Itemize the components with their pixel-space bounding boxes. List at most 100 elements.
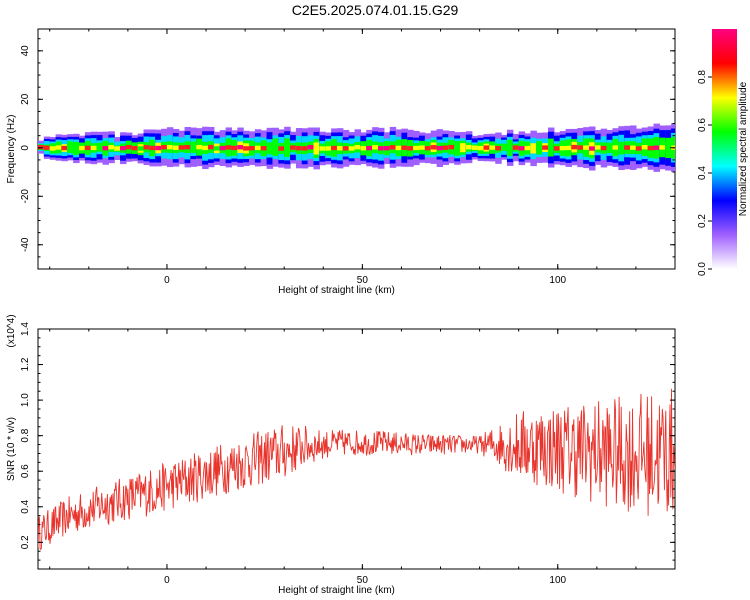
spectrogram-core-cell — [389, 145, 397, 150]
spectrogram-core-cell — [38, 144, 45, 150]
spectrogram-core-cell — [471, 145, 479, 150]
colorbar-ticks: 0.0 0.2 0.4 0.6 0.8 — [697, 70, 712, 276]
y-tick-label: 20 — [20, 93, 31, 105]
snr-x-axis-label: Height of straight line (km) — [278, 585, 395, 596]
spectrogram-core-cell — [73, 146, 80, 151]
spectrogram-core-cell — [43, 145, 51, 150]
spectrogram-core-cell — [653, 145, 660, 150]
colorbar-scale — [712, 29, 737, 269]
spectrogram-core-cell — [465, 144, 473, 150]
x-tick-label: 100 — [549, 575, 566, 586]
spectrogram-core-cell — [489, 145, 496, 150]
spectrogram-core-cell — [647, 145, 655, 151]
spectrogram-core-cell — [606, 145, 614, 151]
spectrogram-core-cell — [301, 146, 309, 151]
colorbar: 0.0 0.2 0.4 0.6 0.8 Normalized spectral ampl… — [697, 29, 749, 276]
spectrogram-core-cell — [225, 145, 233, 150]
colorbar-tick-label: 0.2 — [697, 214, 708, 228]
y-tick-label: 1.0 — [20, 393, 31, 407]
spectrogram-core-cell — [659, 145, 666, 150]
spectrogram-core-cell — [536, 145, 543, 151]
spectrogram-core-cell — [49, 146, 57, 151]
spectrogram-core-cell — [213, 146, 221, 151]
spectrogram-core-cell — [96, 145, 104, 150]
spectrogram-core-cell — [266, 146, 274, 151]
spectrogram-core-cell — [530, 146, 537, 151]
spectrogram-core-cell — [55, 145, 63, 150]
spectrogram-core-cell — [202, 145, 209, 151]
spectrogram-core-cell — [278, 146, 285, 151]
y-tick-label: 0.2 — [20, 535, 31, 549]
spectrogram-core-cell — [231, 145, 238, 151]
spectrogram-core-cell — [641, 144, 649, 150]
spectrogram-core-cell — [172, 145, 180, 150]
colorbar-tick-label: 0.4 — [697, 166, 708, 180]
spectrogram-core-cell — [577, 145, 584, 150]
spectrogram-core-cell — [290, 145, 297, 150]
y-tick-label: 0 — [20, 145, 31, 151]
spectrogram-core-cell — [125, 144, 133, 150]
spectrogram-core-cell — [407, 146, 414, 151]
spectrogram-core-cell — [319, 146, 326, 151]
spectrogram-core-cell — [155, 145, 162, 151]
spectrogram-core-cell — [518, 146, 526, 151]
x-tick-label: 50 — [357, 275, 369, 286]
spectrogram-core-cell — [618, 145, 625, 151]
colorbar-tick-label: 0.6 — [697, 118, 708, 132]
spectrogram-core-cell — [196, 144, 203, 150]
snr-y-axis-label: SNR (10 * v/v) — [6, 417, 17, 481]
spectrogram-core-cell — [79, 145, 86, 151]
spectrogram-core-cell — [120, 145, 127, 151]
page-title: C2E5.2025.074.01.15.G29 — [291, 2, 459, 18]
spectrogram-core-cell — [190, 145, 197, 150]
spectrogram-core-cell — [90, 145, 98, 151]
spectrogram-core-cell — [501, 145, 508, 150]
spectrogram-core-cell — [254, 145, 262, 151]
snr-x-ticks: 0 50 100 — [49, 329, 676, 586]
spectrogram-core-cell — [272, 145, 279, 150]
spectrogram-core-cell — [583, 145, 590, 150]
spectrogram-core-cell — [102, 146, 109, 151]
spectrogram-core-cell — [559, 145, 567, 151]
x-tick-label: 50 — [357, 575, 369, 586]
spectrogram-core-cell — [243, 146, 250, 151]
y-tick-label: 1.4 — [20, 322, 31, 336]
spectrogram-core-cell — [594, 145, 602, 150]
spectrogram-core-cell — [624, 145, 631, 150]
snr-y-multiplier: (x10^4) — [6, 314, 17, 347]
y-tick-label: -40 — [20, 237, 31, 252]
spectrogram-core-cell — [547, 145, 555, 150]
spectrogram-x-axis-label: Height of straight line (km) — [278, 285, 395, 296]
spectrogram-core-cell — [424, 146, 432, 151]
spectrogram-core-cell — [342, 146, 350, 151]
spectrogram-core-cell — [571, 144, 578, 150]
spectrogram-core-cell — [149, 145, 156, 151]
spectrogram-core-cell — [108, 145, 115, 150]
spectrogram-core-cell — [419, 145, 426, 150]
spectrogram-core-cell — [219, 145, 227, 151]
spectrogram-core-cell — [600, 145, 608, 151]
spectrogram-core-cell — [377, 146, 385, 151]
y-tick-label: -20 — [20, 189, 31, 204]
spectrogram-core-cell — [143, 145, 150, 150]
spectrogram-core-cell — [249, 145, 256, 151]
spectrogram-core-cell — [166, 144, 174, 150]
colorbar-label: Normalized spectral amplitude — [738, 81, 749, 216]
spectrogram-core-cell — [331, 145, 338, 151]
spectrogram-core-cell — [430, 145, 438, 150]
spectrogram-core-cell — [565, 145, 573, 151]
x-tick-label: 100 — [549, 275, 566, 286]
spectrogram-core-cell — [413, 145, 420, 151]
spectrogram-core-cell — [137, 146, 145, 151]
spectrogram-y-ticks: -40 -20 0 20 40 — [20, 38, 675, 270]
spectrogram-core-cell — [630, 145, 637, 150]
snr-y-ticks: 0.2 0.4 0.6 0.8 1.0 1.2 1.4 — [20, 322, 675, 570]
spectrogram-core-cell — [207, 144, 215, 150]
spectrogram-core-cell — [542, 145, 549, 150]
x-tick-label: 0 — [164, 575, 170, 586]
spectrogram-core-cell — [401, 145, 408, 150]
spectrogram-y-axis-label: Frequency (Hz) — [6, 115, 17, 184]
spectrogram-x-ticks: 0 50 100 — [49, 29, 676, 286]
spectrogram-core-cell — [348, 146, 356, 151]
